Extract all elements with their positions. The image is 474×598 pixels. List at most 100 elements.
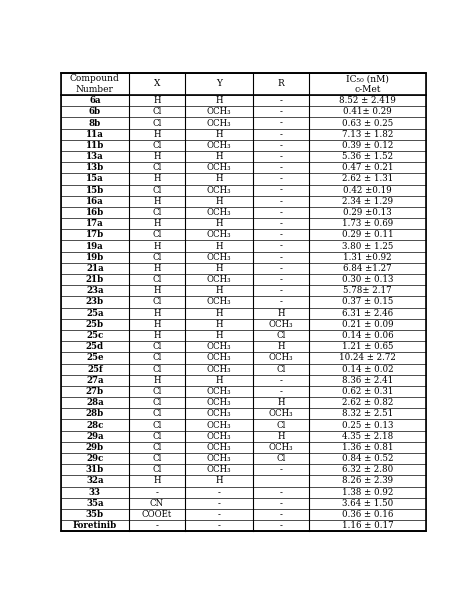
Text: 25f: 25f	[87, 365, 103, 374]
Bar	[253, 196, 309, 207]
Text: H: H	[215, 242, 223, 251]
Bar	[253, 341, 309, 352]
Text: H: H	[153, 376, 161, 385]
Text: -: -	[280, 275, 283, 284]
Text: OCH₃: OCH₃	[207, 420, 231, 429]
Text: 15b: 15b	[86, 185, 104, 194]
Text: Cl: Cl	[276, 420, 285, 429]
Text: Cl: Cl	[152, 353, 162, 362]
Bar	[309, 352, 426, 364]
Bar	[309, 229, 426, 240]
Text: 0.84 ± 0.52: 0.84 ± 0.52	[342, 454, 393, 463]
Text: OCH₃: OCH₃	[207, 230, 231, 239]
Text: OCH₃: OCH₃	[207, 185, 231, 194]
Text: OCH₃: OCH₃	[207, 107, 231, 117]
Text: 11b: 11b	[86, 141, 104, 150]
Bar	[61, 307, 128, 319]
Bar	[185, 73, 253, 95]
Bar	[309, 173, 426, 185]
Bar	[128, 386, 185, 397]
Bar	[185, 475, 253, 487]
Bar	[253, 408, 309, 419]
Text: 21b: 21b	[86, 275, 104, 284]
Text: 6.84 ±1.27: 6.84 ±1.27	[343, 264, 392, 273]
Bar	[128, 498, 185, 509]
Bar	[128, 509, 185, 520]
Text: H: H	[153, 264, 161, 273]
Text: H: H	[153, 331, 161, 340]
Bar	[253, 229, 309, 240]
Bar	[253, 185, 309, 196]
Text: 31b: 31b	[86, 465, 104, 474]
Bar	[61, 129, 128, 140]
Text: Cl: Cl	[152, 275, 162, 284]
Bar	[253, 95, 309, 106]
Bar	[61, 196, 128, 207]
Text: -: -	[155, 487, 158, 497]
Text: 5.36 ± 1.52: 5.36 ± 1.52	[342, 152, 393, 161]
Bar	[253, 498, 309, 509]
Bar	[253, 162, 309, 173]
Bar	[309, 419, 426, 431]
Bar	[309, 106, 426, 117]
Bar	[185, 307, 253, 319]
Bar	[309, 386, 426, 397]
Bar	[309, 252, 426, 263]
Text: 25c: 25c	[86, 331, 103, 340]
Text: -: -	[280, 185, 283, 194]
Text: 1.31 ±0.92: 1.31 ±0.92	[343, 253, 392, 262]
Bar	[128, 520, 185, 531]
Text: OCH₃: OCH₃	[207, 342, 231, 351]
Bar	[61, 117, 128, 129]
Text: H: H	[215, 175, 223, 184]
Text: 33: 33	[89, 487, 101, 497]
Bar	[185, 252, 253, 263]
Bar	[128, 307, 185, 319]
Text: Cl: Cl	[152, 420, 162, 429]
Bar	[61, 408, 128, 419]
Bar	[309, 397, 426, 408]
Text: 1.73 ± 0.69: 1.73 ± 0.69	[342, 219, 393, 228]
Bar	[309, 330, 426, 341]
Text: -: -	[280, 130, 283, 139]
Bar	[61, 263, 128, 274]
Bar	[185, 151, 253, 162]
Text: 8.32 ± 2.51: 8.32 ± 2.51	[342, 410, 393, 419]
Text: H: H	[215, 477, 223, 486]
Bar	[61, 352, 128, 364]
Text: 5.78± 2.17: 5.78± 2.17	[343, 286, 392, 295]
Text: -: -	[280, 376, 283, 385]
Bar	[185, 408, 253, 419]
Bar	[185, 431, 253, 442]
Text: -: -	[280, 499, 283, 508]
Bar	[61, 240, 128, 252]
Text: OCH₃: OCH₃	[207, 432, 231, 441]
Bar	[185, 106, 253, 117]
Text: H: H	[153, 152, 161, 161]
Bar	[61, 442, 128, 453]
Bar	[185, 487, 253, 498]
Bar	[61, 330, 128, 341]
Bar	[309, 196, 426, 207]
Bar	[309, 218, 426, 229]
Text: 0.47 ± 0.21: 0.47 ± 0.21	[342, 163, 393, 172]
Text: OCH₃: OCH₃	[207, 398, 231, 407]
Bar	[253, 475, 309, 487]
Text: -: -	[218, 499, 220, 508]
Text: 2.62 ± 0.82: 2.62 ± 0.82	[342, 398, 393, 407]
Text: 32a: 32a	[86, 477, 104, 486]
Bar	[61, 73, 128, 95]
Text: 19b: 19b	[86, 253, 104, 262]
Bar	[309, 431, 426, 442]
Text: 0.30 ± 0.13: 0.30 ± 0.13	[342, 275, 393, 284]
Text: -: -	[280, 286, 283, 295]
Text: 8b: 8b	[89, 118, 101, 127]
Text: Cl: Cl	[152, 208, 162, 217]
Text: 2.62 ± 1.31: 2.62 ± 1.31	[342, 175, 393, 184]
Text: H: H	[215, 309, 223, 318]
Text: 1.16 ± 0.17: 1.16 ± 0.17	[342, 521, 393, 530]
Bar	[61, 297, 128, 307]
Text: H: H	[215, 96, 223, 105]
Bar	[309, 487, 426, 498]
Text: OCH₃: OCH₃	[207, 208, 231, 217]
